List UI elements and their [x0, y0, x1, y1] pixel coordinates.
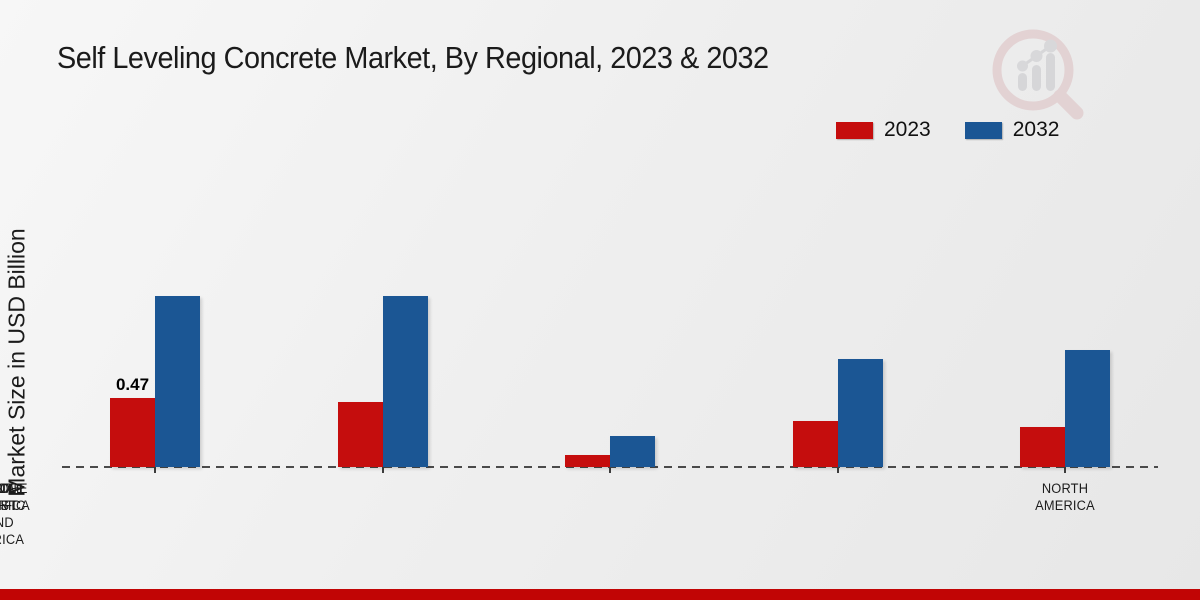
bar-value-label: 0.47	[115, 375, 150, 394]
x-axis-tick	[609, 466, 611, 473]
bar-2032-2	[610, 436, 655, 467]
bar-2032-1	[383, 296, 428, 467]
legend-item-2032: 2032	[964, 118, 1060, 142]
footer-red-band	[0, 589, 1200, 600]
x-axis-tick	[837, 466, 839, 473]
x-label-europe: EUROPE	[0, 481, 28, 496]
legend-label-2032: 2032	[1012, 118, 1060, 141]
magnifier-growth-chart-logo	[992, 29, 1084, 120]
bar-2032-3	[838, 359, 883, 467]
bar-2032-4	[1065, 350, 1110, 467]
bar-2032-0	[155, 296, 200, 467]
legend-swatch-2023	[836, 121, 873, 139]
chart-title: Self Leveling Concrete Market, By Region…	[57, 40, 769, 75]
x-axis-tick	[154, 466, 156, 473]
bar-2023-4	[1020, 427, 1065, 467]
bar-2023-1	[338, 402, 383, 467]
x-label-south-america: SOUTH AMERICA	[0, 481, 30, 513]
legend-label-2023: 2023	[884, 118, 931, 141]
legend-item-2023: 2023	[836, 118, 931, 142]
bar-2023-0	[110, 398, 155, 467]
x-axis-tick	[382, 466, 384, 473]
bar-2023-2	[565, 455, 610, 467]
x-axis-tick	[1064, 466, 1066, 473]
legend-swatch-2032	[964, 121, 1002, 139]
x-axis-dashed-baseline	[62, 466, 1158, 468]
bar-2023-3	[793, 421, 838, 467]
legend: 2023 2032	[836, 118, 1059, 142]
x-label-asia-pacific: ASIA PACIFIC	[0, 481, 26, 513]
x-label-middle-east-africa: MIDDLE EAST AND AFRICA	[0, 481, 25, 547]
x-label-north-america: NORTH AMERICA	[1035, 481, 1095, 513]
